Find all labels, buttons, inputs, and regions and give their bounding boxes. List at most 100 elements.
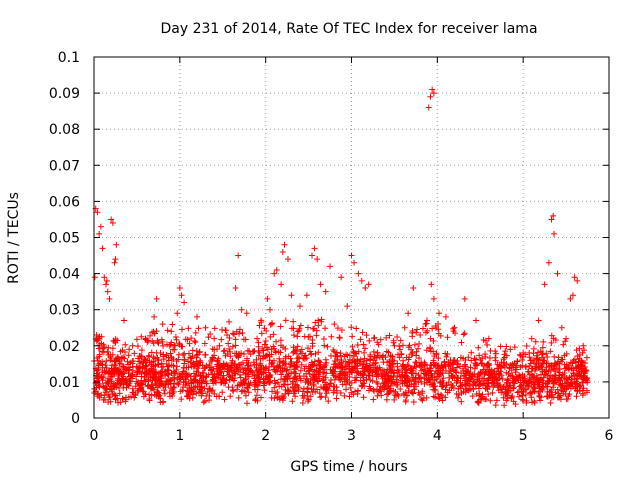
data-point (327, 380, 334, 387)
data-point (535, 359, 542, 366)
data-point (502, 348, 509, 355)
data-point (496, 375, 503, 382)
data-point (508, 394, 515, 401)
data-point (558, 383, 565, 390)
data-point (304, 385, 311, 392)
data-point (409, 333, 416, 340)
data-point (282, 390, 289, 397)
data-point (304, 392, 311, 399)
data-point (224, 331, 231, 338)
data-point (390, 337, 397, 344)
data-point (333, 395, 340, 402)
data-point (251, 361, 258, 368)
x-tick-label: 4 (433, 428, 442, 444)
data-point (113, 241, 120, 248)
data-point (563, 385, 570, 392)
data-point (310, 382, 317, 389)
data-point (315, 378, 322, 385)
data-point (540, 374, 547, 381)
data-point (232, 285, 239, 292)
data-point (475, 398, 482, 405)
data-point (150, 354, 157, 361)
data-point (274, 379, 281, 386)
data-point (255, 339, 262, 346)
data-point (344, 352, 351, 359)
data-point (191, 337, 198, 344)
data-point (353, 374, 360, 381)
data-point (343, 376, 350, 383)
data-point (430, 295, 437, 302)
data-point (574, 363, 581, 370)
data-point (279, 392, 286, 399)
data-point (448, 372, 455, 379)
data-point (276, 358, 283, 365)
data-point (498, 359, 505, 366)
y-tick-label: 0.04 (49, 267, 80, 283)
data-point (301, 333, 308, 340)
data-point (395, 367, 402, 374)
data-point (334, 356, 341, 363)
data-point (551, 372, 558, 379)
data-point (363, 332, 370, 339)
data-point (519, 356, 526, 363)
data-point (544, 353, 551, 360)
data-point (305, 380, 312, 387)
data-point (253, 367, 260, 374)
data-point (365, 281, 372, 288)
x-tick-label: 2 (261, 428, 270, 444)
data-point (206, 361, 213, 368)
data-point (442, 313, 449, 320)
data-point (226, 372, 233, 379)
y-tick-label: 0.08 (49, 122, 80, 138)
data-point (317, 394, 324, 401)
data-point (116, 390, 123, 397)
data-point (428, 281, 435, 288)
data-point (485, 368, 492, 375)
data-point (158, 372, 165, 379)
data-point (253, 356, 260, 363)
data-point (332, 373, 339, 380)
data-point (269, 320, 276, 327)
data-point (179, 387, 186, 394)
data-point (147, 332, 154, 339)
data-point (118, 370, 125, 377)
data-point (272, 349, 279, 356)
data-point (322, 325, 329, 332)
data-point (386, 332, 393, 339)
data-point (111, 259, 118, 266)
data-point (114, 375, 121, 382)
data-point (338, 327, 345, 334)
data-point (262, 365, 269, 372)
data-point (493, 371, 500, 378)
data-point (503, 369, 510, 376)
data-point (261, 387, 268, 394)
data-point (236, 330, 243, 337)
data-point (337, 363, 344, 370)
data-point (202, 351, 209, 358)
data-point (150, 374, 157, 381)
data-point (153, 295, 160, 302)
data-point (349, 359, 356, 366)
data-point (174, 310, 181, 317)
data-point (276, 396, 283, 403)
data-point (566, 382, 573, 389)
data-point (99, 377, 106, 384)
data-point (283, 367, 290, 374)
data-point (537, 397, 544, 404)
data-point (229, 357, 236, 364)
data-point (245, 366, 252, 373)
data-point (337, 352, 344, 359)
data-point (408, 389, 415, 396)
data-point (514, 389, 521, 396)
data-point (516, 393, 523, 400)
data-point (335, 363, 342, 370)
data-point (151, 330, 158, 337)
data-point (246, 348, 253, 355)
data-point (129, 389, 136, 396)
data-point (184, 392, 191, 399)
data-point (162, 383, 169, 390)
data-point (131, 350, 138, 357)
data-point (216, 370, 223, 377)
data-point (487, 374, 494, 381)
data-point (512, 369, 519, 376)
